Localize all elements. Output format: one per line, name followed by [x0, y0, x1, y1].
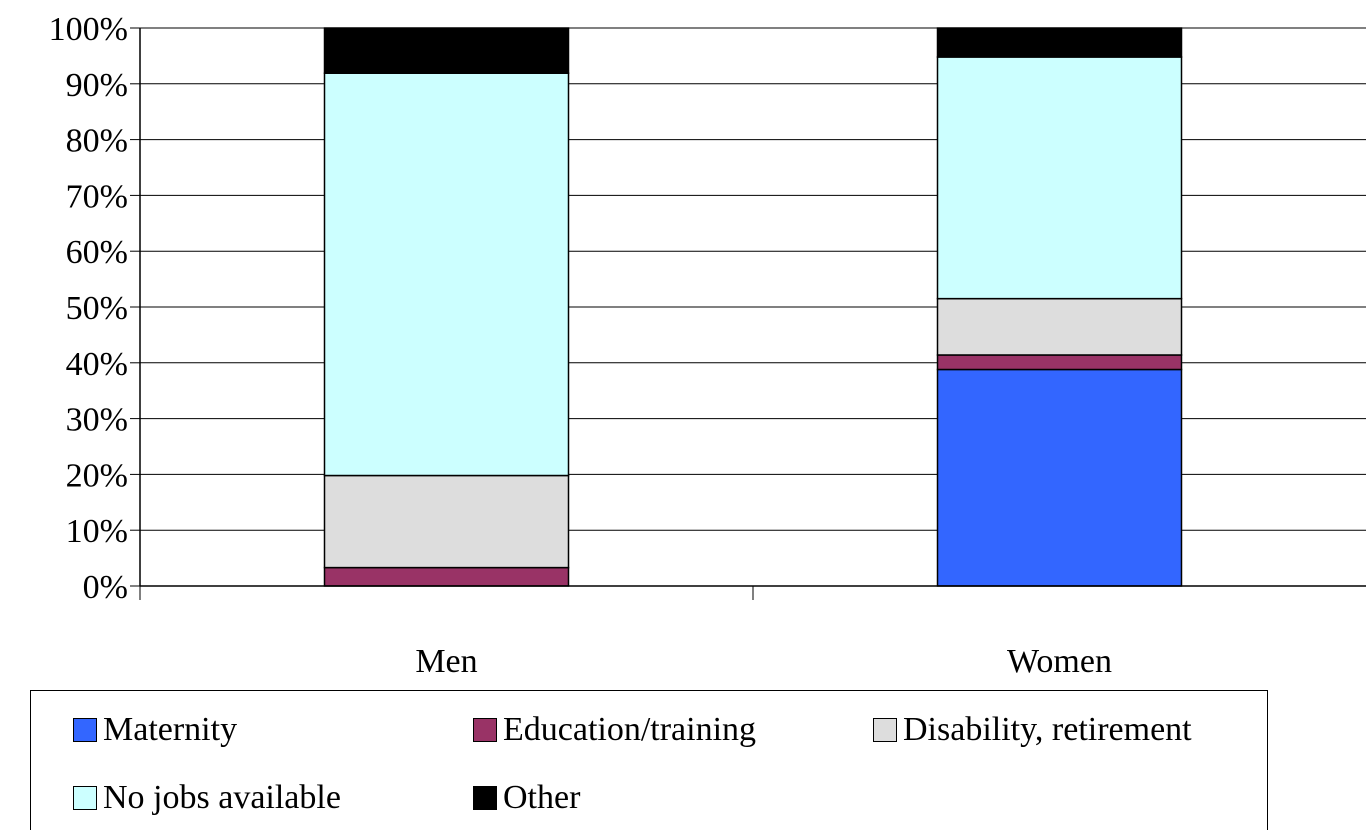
y-axis-tick-labels: 0% 10% 20% 30% 40% 50% 60% 70% 80% 90% 100%: [49, 11, 128, 606]
stacked-bar-chart: 0% 10% 20% 30% 40% 50% 60% 70% 80% 90% 100% Men Wom…: [49, 11, 1366, 680]
y-tick-label: 70%: [66, 178, 128, 215]
legend-label-education-training: Education/training: [503, 711, 757, 748]
legend-item-other: Other: [473, 779, 580, 817]
legend-item-maternity: Maternity: [73, 711, 237, 749]
bar-segment-men-education-training: [323, 566, 570, 587]
legend: Maternity Education/training Disability,…: [30, 690, 1268, 830]
bar-segment-men-other: [323, 27, 570, 74]
y-tick-label: 60%: [66, 234, 128, 271]
legend-swatch-no-jobs-available: [73, 786, 97, 810]
y-tick-label: 40%: [66, 346, 128, 383]
bar-segment-men-disability-retirement: [323, 474, 570, 569]
y-tick-label: 50%: [66, 290, 128, 327]
x-category-label-women: Women: [1007, 643, 1112, 680]
bar-segment-women-disability-retirement: [936, 297, 1183, 356]
x-category-label-men: Men: [415, 643, 477, 680]
bar-segment-women-other: [936, 27, 1183, 58]
y-tick-label: 80%: [66, 123, 128, 160]
legend-swatch-maternity: [73, 718, 97, 742]
legend-label-maternity: Maternity: [103, 711, 238, 748]
legend-swatch-education-training: [473, 718, 497, 742]
bar-segment-women-no-jobs-available: [936, 56, 1183, 300]
y-tick-label: 100%: [49, 11, 128, 48]
y-tick-label: 30%: [66, 402, 128, 439]
bar-segment-women-maternity: [936, 368, 1183, 587]
legend-swatch-disability-retirement: [873, 718, 897, 742]
y-tick-label: 90%: [66, 67, 128, 104]
y-tick-label: 0%: [83, 569, 128, 606]
legend-swatch-other: [473, 786, 497, 810]
legend-label-disability-retirement: Disability, retirement: [903, 711, 1192, 748]
y-tick-label: 20%: [66, 457, 128, 494]
legend-label-no-jobs-available: No jobs available: [103, 779, 341, 816]
y-tick-label: 10%: [66, 513, 128, 550]
axes: [139, 28, 1366, 600]
bars: [323, 27, 1183, 587]
legend-item-education-training: Education/training: [473, 711, 756, 749]
legend-item-no-jobs-available: No jobs available: [73, 779, 341, 817]
bar-segment-men-no-jobs-available: [323, 72, 570, 477]
legend-item-disability-retirement: Disability, retirement: [873, 711, 1192, 749]
bar-segment-women-education-training: [936, 354, 1183, 371]
x-axis-category-labels: Men Women: [415, 643, 1112, 680]
legend-label-other: Other: [503, 779, 581, 816]
